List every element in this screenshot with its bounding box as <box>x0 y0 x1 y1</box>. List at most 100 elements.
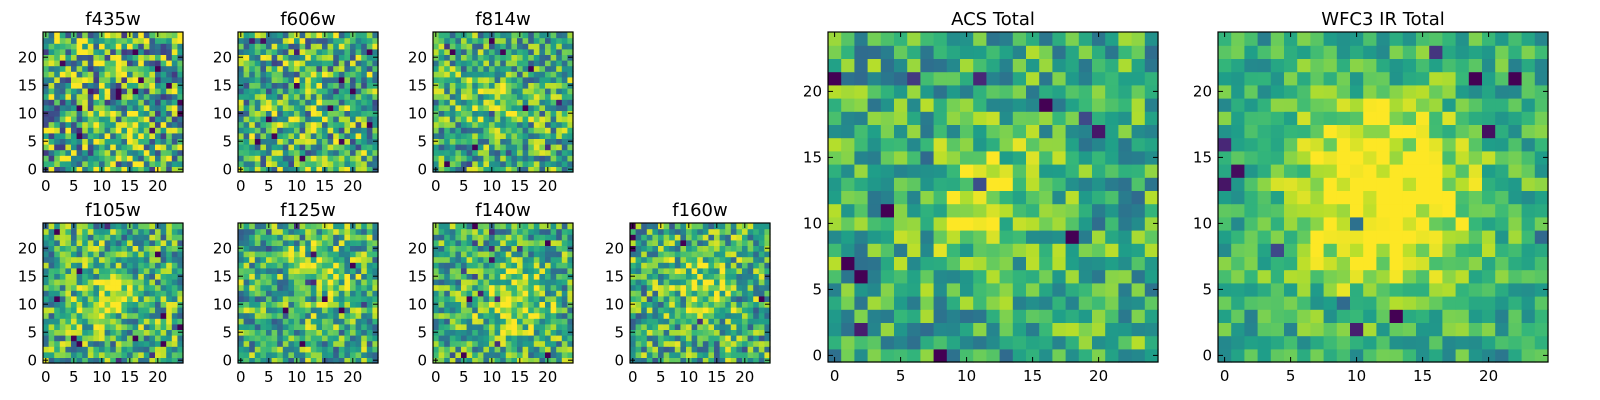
heatmap-cell <box>483 228 490 235</box>
heatmap-cell <box>338 160 345 167</box>
heatmap-cell <box>372 307 379 314</box>
heatmap-cell <box>533 228 540 235</box>
heatmap-cell <box>299 121 306 128</box>
heatmap-cell <box>294 48 301 55</box>
heatmap-cell <box>71 340 78 347</box>
heatmap-cell <box>697 251 704 258</box>
heatmap-cell <box>674 284 681 291</box>
heatmap-cell <box>702 290 709 297</box>
heatmap-cell <box>277 346 284 353</box>
heatmap-cell <box>438 132 445 139</box>
heatmap-cell <box>880 177 895 191</box>
heatmap-cell <box>121 99 128 106</box>
heatmap-cell <box>310 99 317 106</box>
heatmap-cell <box>82 93 89 100</box>
heatmap-cell <box>1012 164 1027 178</box>
heatmap-cell <box>59 256 66 263</box>
heatmap-cell <box>719 312 726 319</box>
heatmap-cell <box>305 245 312 252</box>
heatmap-cell <box>294 329 301 336</box>
heatmap-cell <box>494 234 501 241</box>
heatmap-cell <box>299 82 306 89</box>
heatmap-cell <box>1039 335 1053 350</box>
heatmap-cell <box>121 71 128 78</box>
heatmap-cell <box>155 48 162 55</box>
heatmap-cell <box>1092 190 1106 205</box>
heatmap-cell <box>1118 203 1133 218</box>
heatmap-cell <box>960 216 974 231</box>
x-tick-label: 15 <box>707 368 726 386</box>
heatmap-cell <box>494 88 501 95</box>
heatmap-cell <box>338 110 345 117</box>
heatmap-cell <box>686 295 693 302</box>
heatmap-cell <box>76 267 83 274</box>
heatmap-cell <box>725 290 732 297</box>
heatmap-cell <box>59 228 66 235</box>
heatmap-cell <box>243 37 250 44</box>
heatmap-cell <box>669 239 676 246</box>
heatmap-cell <box>539 88 546 95</box>
heatmap-cell <box>99 245 106 252</box>
heatmap-cell <box>635 256 642 263</box>
heatmap-cell <box>674 245 681 252</box>
heatmap-cell <box>76 32 83 39</box>
heatmap-cell <box>344 279 351 286</box>
heatmap-cell <box>758 301 765 308</box>
heatmap-cell <box>494 132 501 139</box>
heatmap-cell <box>730 335 737 342</box>
heatmap-cell <box>366 256 373 263</box>
heatmap-cell <box>438 93 445 100</box>
heatmap-cell <box>550 110 557 117</box>
heatmap-cell <box>366 60 373 67</box>
heatmap-cell <box>282 60 289 67</box>
heatmap-cell <box>669 329 676 336</box>
heatmap-cell <box>132 357 139 364</box>
heatmap-cell <box>528 155 535 162</box>
heatmap-cell <box>338 48 345 55</box>
heatmap-cell <box>149 37 156 44</box>
heatmap-cell <box>277 166 284 173</box>
heatmap-cell <box>59 116 66 123</box>
heatmap-cell <box>350 149 357 156</box>
heatmap-cell <box>1144 230 1159 244</box>
heatmap-cell <box>149 71 156 78</box>
heatmap-cell <box>115 318 122 325</box>
heatmap-cell <box>697 323 704 330</box>
heatmap-cell <box>48 234 55 241</box>
heatmap-cell <box>366 127 373 134</box>
heatmap-cell <box>294 71 301 78</box>
heatmap-cell <box>327 110 334 117</box>
heatmap-cell <box>753 346 760 353</box>
heatmap-cell <box>556 323 563 330</box>
heatmap-cell <box>561 228 568 235</box>
heatmap-cell <box>282 71 289 78</box>
heatmap-cell <box>920 164 935 178</box>
heatmap-cell <box>143 99 150 106</box>
heatmap-cell <box>43 351 50 358</box>
heatmap-cell <box>550 43 557 50</box>
heatmap-cell <box>528 273 535 280</box>
heatmap-cell <box>472 166 479 173</box>
heatmap-cell <box>561 93 568 100</box>
heatmap-cell <box>556 307 563 314</box>
heatmap-cell <box>550 318 557 325</box>
heatmap-cell <box>87 323 94 330</box>
heatmap-cell <box>350 312 357 319</box>
heatmap-cell <box>243 312 250 319</box>
heatmap-cell <box>494 155 501 162</box>
heatmap-cell <box>747 273 754 280</box>
heatmap-cell <box>567 155 574 162</box>
heatmap-cell <box>1078 335 1093 350</box>
heatmap-cell <box>691 301 698 308</box>
heatmap-cell <box>1065 216 1080 231</box>
heatmap-cell <box>143 335 150 342</box>
heatmap-cell <box>327 256 334 263</box>
heatmap-cell <box>322 267 329 274</box>
heatmap-cell <box>316 223 323 230</box>
heatmap-cell <box>104 54 111 61</box>
heatmap-cell <box>505 301 512 308</box>
heatmap-cell <box>505 166 512 173</box>
y-tick-label: 0 <box>27 160 37 178</box>
heatmap-cell <box>1052 335 1067 350</box>
heatmap-cell <box>305 104 312 111</box>
